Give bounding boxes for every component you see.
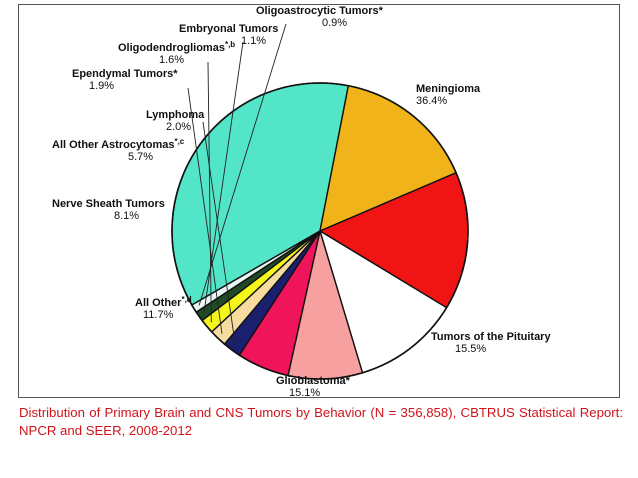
slice-label: Nerve Sheath Tumors	[52, 198, 165, 210]
slice-value-label: 1.6%	[159, 54, 184, 66]
slice-value-label: 2.0%	[166, 121, 191, 133]
slice-value-label: 36.4%	[416, 95, 447, 107]
slice-value-label: 8.1%	[114, 210, 139, 222]
slice-label: Meningioma	[416, 83, 481, 95]
slice-value-label: 5.7%	[128, 151, 153, 163]
leader-line	[198, 23, 287, 306]
slice-label: Lymphoma	[146, 109, 205, 121]
slice-label: Ependymal Tumors*	[72, 68, 178, 80]
leader-line	[187, 87, 223, 334]
slice-label: Embryonal Tumors	[179, 23, 278, 35]
slice-label: Oligodendrogliomas*,b	[118, 40, 235, 54]
leader-line	[207, 61, 212, 323]
slice-value-label: 11.7%	[143, 309, 174, 321]
slice-label: All Other Astrocytomas*,c	[52, 137, 185, 151]
slice-value-label: 15.5%	[455, 343, 486, 355]
slice-value-label: 0.9%	[322, 17, 347, 29]
slice-label: Glioblastoma*	[276, 375, 351, 387]
slice-value-label: 15.1%	[289, 387, 320, 398]
slice-label: All Other*,d	[135, 295, 192, 309]
slice-value-label: 1.1%	[241, 35, 266, 47]
pie-outline	[171, 82, 469, 380]
chart-caption: Distribution of Primary Brain and CNS Tu…	[19, 405, 623, 438]
slice-label: Tumors of the Pituitary	[431, 331, 551, 343]
leader-line	[202, 121, 236, 346]
chart-frame	[18, 4, 620, 398]
slice-label: Oligoastrocytic Tumors*	[256, 5, 384, 17]
slice-value-label: 1.9%	[89, 80, 114, 92]
